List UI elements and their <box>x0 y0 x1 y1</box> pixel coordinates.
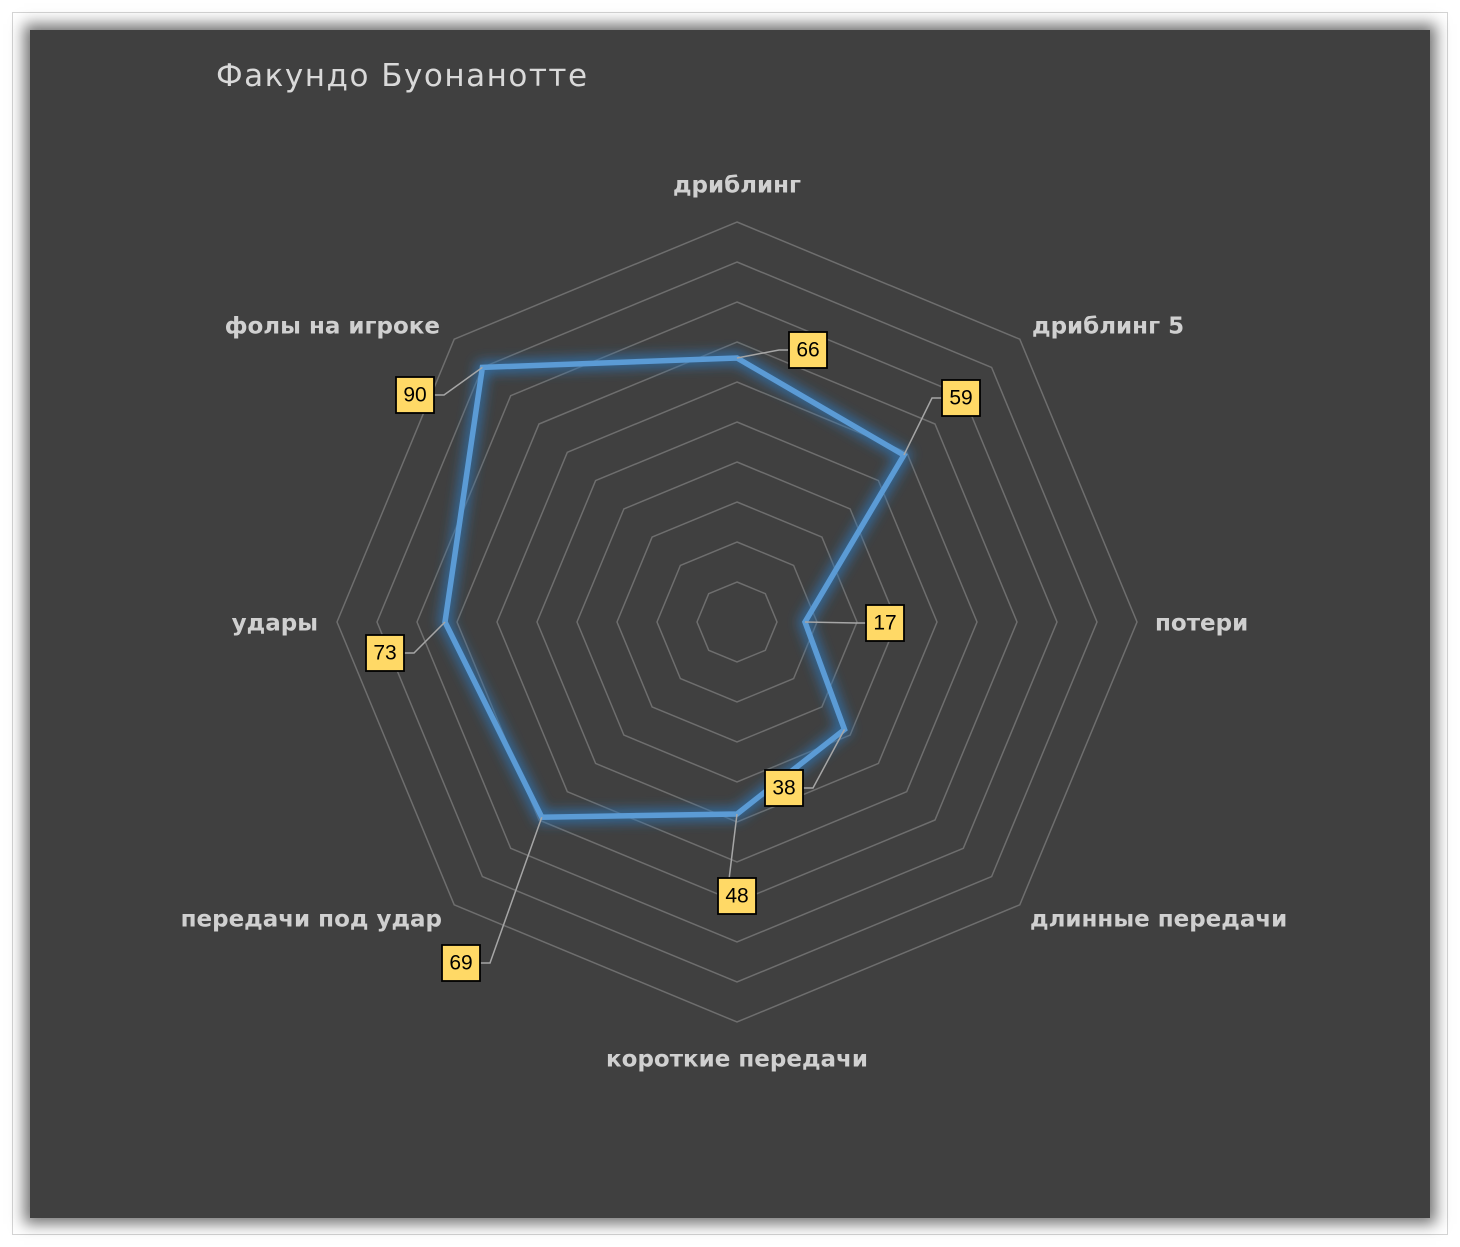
data-label: 90 <box>403 384 426 407</box>
leader-line <box>804 621 866 624</box>
data-label-box <box>865 604 905 642</box>
grid-ring <box>416 301 1058 943</box>
axis-labels: дриблинг дриблинг 5 потери длинные передачи… <box>181 173 1288 1073</box>
leader-line <box>480 816 543 964</box>
axis-label: короткие передачи <box>606 1047 868 1073</box>
data-label-box <box>441 944 481 982</box>
grid-ring <box>696 581 778 663</box>
data-label: 59 <box>949 387 972 410</box>
grid-ring <box>496 381 978 863</box>
axis-label: фолы на игроке <box>225 314 440 340</box>
data-label-box <box>788 331 828 369</box>
data-label-box <box>764 769 804 807</box>
grid-ring <box>536 421 938 823</box>
chart-area <box>30 30 1430 1218</box>
axis-label: передачи под удар <box>181 907 442 933</box>
data-label: 66 <box>796 339 819 362</box>
data-label: 17 <box>873 612 896 635</box>
data-label: 38 <box>772 777 795 800</box>
leader-line <box>434 366 483 396</box>
grid-ring <box>376 261 1098 983</box>
data-label: 73 <box>373 642 396 665</box>
data-label-box <box>365 634 405 672</box>
data-label-box <box>717 877 757 915</box>
leader-line <box>404 621 446 654</box>
chart-title: Факундо Буонанотте <box>216 58 589 94</box>
data-label-box <box>941 379 981 417</box>
axis-label: удары <box>232 611 318 637</box>
grid-ring <box>656 541 818 703</box>
data-label-box <box>395 376 435 414</box>
leader-line <box>903 397 942 456</box>
grid-ring <box>576 461 898 783</box>
axis-label: дриблинг 5 <box>1032 314 1184 340</box>
axis-label: дриблинг <box>673 173 801 199</box>
leader-line <box>736 349 789 359</box>
data-labels: 66 59 17 38 48 69 73 90 <box>365 331 981 982</box>
axis-label: длинные передачи <box>1030 907 1287 933</box>
leader-line <box>803 729 846 789</box>
data-label: 48 <box>725 885 748 908</box>
data-label: 69 <box>449 952 472 975</box>
axis-label: потери <box>1155 611 1248 637</box>
grid-ring <box>336 221 1138 1023</box>
